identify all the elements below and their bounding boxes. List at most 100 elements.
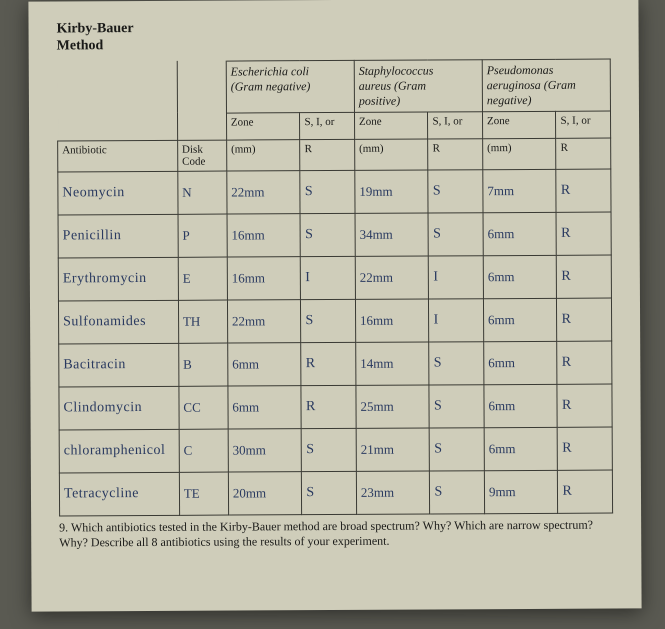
org-staph: Staphylococcus aureus (Gram positive) <box>354 59 482 112</box>
hdr-disk-code: DiskCode <box>177 140 226 171</box>
hdr-sir-r-2: R <box>428 138 483 169</box>
hdr-antibiotic: Antibiotic <box>58 140 178 172</box>
cell-sir-ecoli: S <box>302 471 357 514</box>
cell-zone-ecoli: 20mm <box>228 471 302 514</box>
cell-sir-staph: S <box>429 341 484 384</box>
cell-antibiotic: Clindomycin <box>59 386 179 430</box>
cell-code: N <box>178 171 227 214</box>
hdr-sir-r-3: R <box>556 138 611 169</box>
cell-antibiotic: chloramphenicol <box>59 429 179 473</box>
table-row: SulfonamidesTH22mmS16mmI6mmR <box>58 298 611 344</box>
cell-code: E <box>178 257 227 300</box>
cell-sir-staph: S <box>429 384 484 427</box>
org-ecoli-gram: (Gram negative) <box>231 79 311 93</box>
cell-antibiotic: Bacitracin <box>59 343 179 387</box>
table-row: PenicillinP16mmS34mmS6mmR <box>58 212 611 258</box>
cell-zone-ecoli: 6mm <box>228 385 302 428</box>
cell-zone-staph: 21mm <box>356 428 430 471</box>
cell-zone-ecoli: 6mm <box>228 342 302 385</box>
org-ecoli: Escherichia coli (Gram negative) <box>226 60 354 113</box>
cell-zone-pseudo: 6mm <box>484 427 558 470</box>
cell-code: CC <box>179 386 228 429</box>
cell-code: B <box>179 343 228 386</box>
cell-zone-pseudo: 6mm <box>484 384 558 427</box>
org-staph-l1: Staphylococcus <box>359 63 434 77</box>
cell-code: TH <box>178 300 227 343</box>
cell-sir-pseudo: R <box>557 341 612 384</box>
cell-sir-ecoli: S <box>300 170 355 213</box>
page-title: Kirby-Bauer Method <box>57 19 611 55</box>
title-line-1: Kirby-Bauer <box>57 21 134 36</box>
kirby-bauer-table: Escherichia coli (Gram negative) Staphyl… <box>57 58 613 516</box>
cell-zone-pseudo: 9mm <box>484 470 558 513</box>
cell-zone-staph: 23mm <box>356 471 430 514</box>
hdr-sir-2: S, I, or <box>428 111 483 138</box>
blank-cell <box>57 61 177 141</box>
cell-antibiotic: Erythromycin <box>58 257 178 301</box>
cell-antibiotic: Sulfonamides <box>58 300 178 344</box>
cell-zone-staph: 19mm <box>355 170 429 213</box>
cell-sir-pseudo: R <box>556 169 611 212</box>
cell-zone-staph: 14mm <box>356 342 430 385</box>
cell-code: C <box>179 429 228 472</box>
worksheet-page: Kirby-Bauer Method Escherichia coli (Gra… <box>28 0 641 612</box>
cell-sir-ecoli: R <box>301 342 356 385</box>
hdr-zone-1: Zone <box>226 112 300 139</box>
question-9: 9. Which antibiotics tested in the Kirby… <box>59 517 613 551</box>
cell-zone-ecoli: 22mm <box>227 299 301 342</box>
cell-sir-pseudo: R <box>557 212 612 255</box>
org-staph-l3: positive) <box>359 93 400 107</box>
cell-zone-pseudo: 7mm <box>483 169 557 212</box>
cell-sir-staph: I <box>429 298 484 341</box>
cell-sir-ecoli: R <box>301 385 356 428</box>
hdr-zone-2: Zone <box>354 112 428 139</box>
cell-antibiotic: Tetracycline <box>59 472 179 516</box>
cell-code: TE <box>179 472 228 515</box>
cell-zone-ecoli: 16mm <box>227 213 301 256</box>
cell-zone-staph: 16mm <box>355 299 429 342</box>
cell-sir-pseudo: R <box>557 255 612 298</box>
org-pseudo: Pseudomonas aeruginosa (Gram negative) <box>482 59 610 112</box>
cell-zone-pseudo: 6mm <box>484 341 558 384</box>
hdr-sir-r-1: R <box>300 139 355 170</box>
table-row: NeomycinN22mmS19mmS7mmR <box>58 169 611 215</box>
hdr-zone-mm-3: (mm) <box>483 138 557 169</box>
cell-sir-ecoli: S <box>300 213 355 256</box>
cell-antibiotic: Penicillin <box>58 214 178 258</box>
cell-zone-pseudo: 6mm <box>483 212 557 255</box>
cell-zone-pseudo: 6mm <box>483 255 557 298</box>
cell-antibiotic: Neomycin <box>58 171 178 215</box>
table-row: TetracyclineTE20mmS23mmS9mmR <box>59 470 612 516</box>
org-pseudo-l3: negative) <box>487 93 532 107</box>
table-row: chloramphenicolC30mmS21mmS6mmR <box>59 427 612 473</box>
cell-sir-pseudo: R <box>557 298 612 341</box>
table-body: NeomycinN22mmS19mmS7mmRPenicillinP16mmS3… <box>58 169 613 516</box>
table-row: BacitracinB6mmR14mmS6mmR <box>59 341 612 387</box>
cell-zone-ecoli: 16mm <box>227 256 301 299</box>
cell-sir-staph: I <box>429 255 484 298</box>
hdr-zone-mm-1: (mm) <box>227 139 301 170</box>
hdr-sir-1: S, I, or <box>300 112 355 139</box>
cell-sir-ecoli: I <box>301 256 356 299</box>
table-row: ErythromycinE16mmI22mmI6mmR <box>58 255 611 301</box>
blank-cell <box>177 61 226 140</box>
cell-zone-staph: 25mm <box>356 385 430 428</box>
hdr-sir-3: S, I, or <box>556 111 611 138</box>
org-pseudo-l1: Pseudomonas <box>487 62 554 76</box>
cell-sir-staph: S <box>428 169 483 212</box>
cell-sir-staph: S <box>430 470 485 513</box>
title-line-2: Method <box>57 38 104 53</box>
cell-sir-staph: S <box>430 427 485 470</box>
cell-sir-pseudo: R <box>557 384 612 427</box>
cell-zone-ecoli: 22mm <box>227 170 301 213</box>
cell-sir-ecoli: S <box>302 428 357 471</box>
hdr-zone-3: Zone <box>482 111 556 138</box>
org-pseudo-l2: aeruginosa (Gram <box>487 77 576 91</box>
org-ecoli-name: Escherichia coli <box>231 64 309 78</box>
hdr-zone-mm-2: (mm) <box>355 139 429 170</box>
org-staph-l2: aureus (Gram <box>359 78 426 92</box>
cell-code: P <box>178 214 227 257</box>
cell-zone-pseudo: 6mm <box>483 298 557 341</box>
cell-zone-ecoli: 30mm <box>228 428 302 471</box>
cell-sir-ecoli: S <box>301 299 356 342</box>
